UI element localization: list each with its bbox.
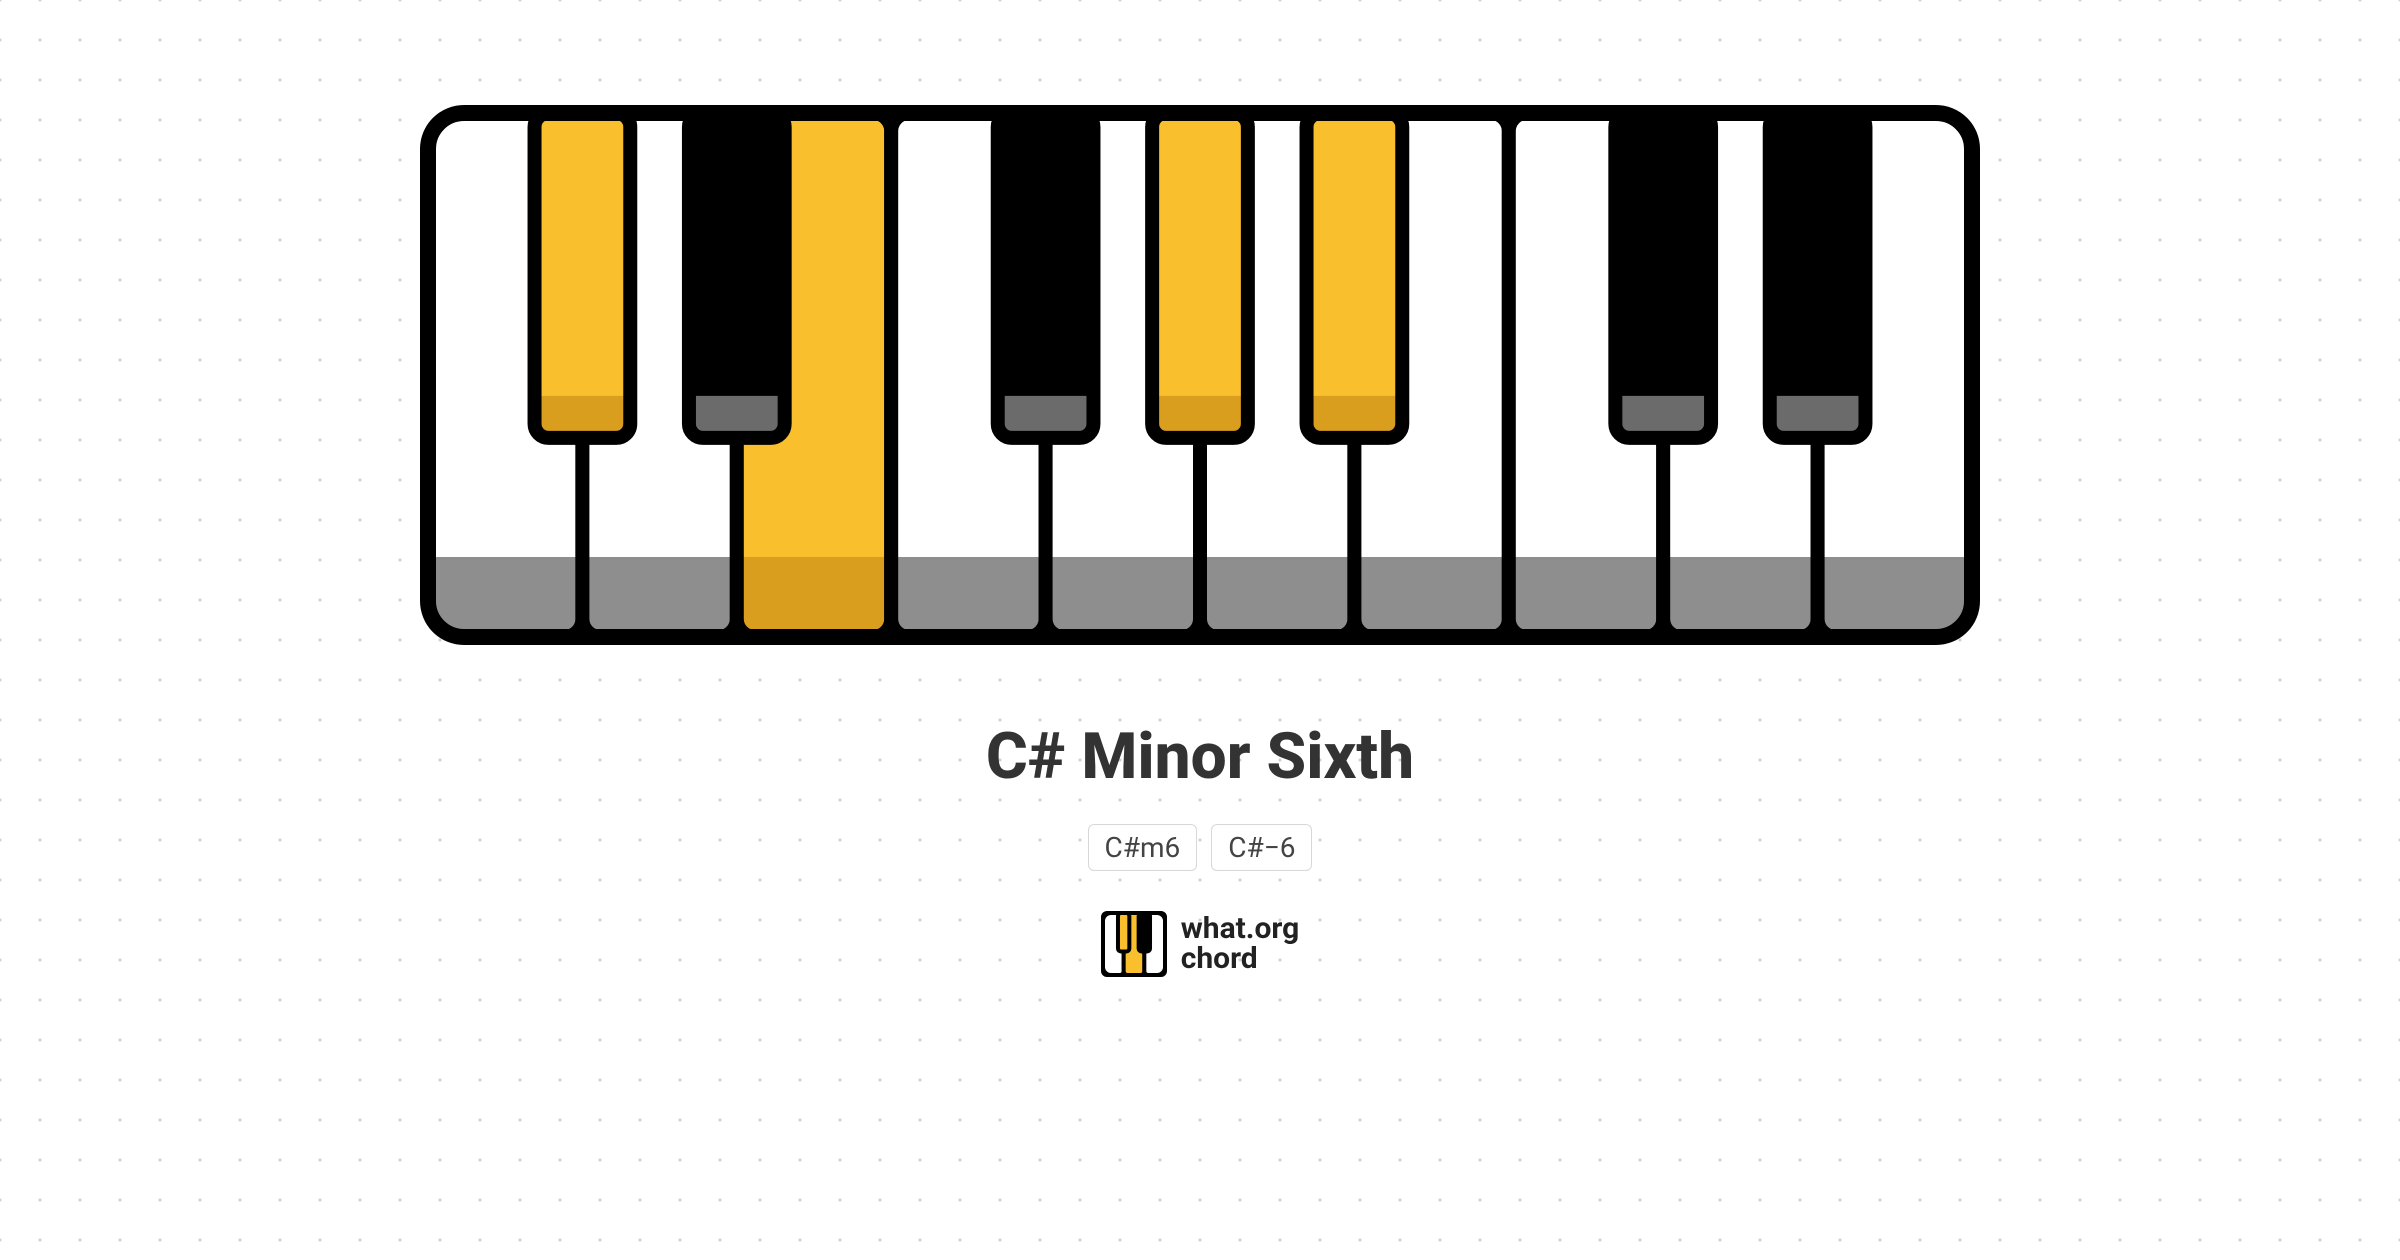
notation-chip: C#−6: [1211, 824, 1312, 871]
site-logo: what.org chord: [1101, 911, 1300, 977]
keyboard-svg: [420, 105, 1980, 645]
logo-suffix: .org: [1246, 914, 1299, 944]
logo-text: what.org chord: [1181, 914, 1300, 974]
logo-word-bottom: chord: [1181, 944, 1300, 974]
logo-word-top: what: [1181, 914, 1246, 944]
chord-notations: C#m6 C#−6: [1088, 824, 1313, 871]
notation-chip: C#m6: [1088, 824, 1198, 871]
chord-title: C# Minor Sixth: [986, 719, 1414, 794]
keyboard-diagram: [420, 105, 1980, 649]
logo-icon: [1101, 911, 1167, 977]
